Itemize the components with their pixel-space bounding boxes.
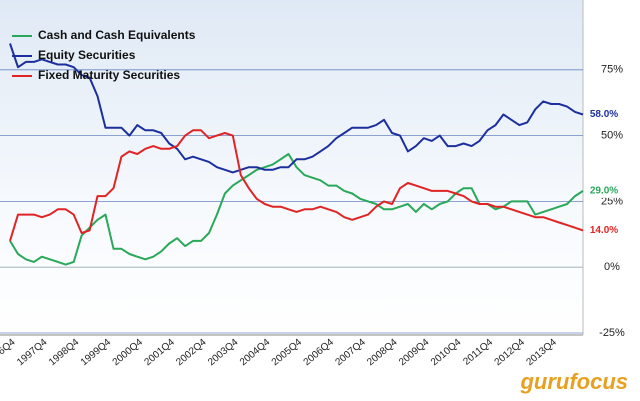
x-tick-label: 2000Q4 [111, 337, 146, 369]
x-tick-label: 2006Q4 [302, 337, 337, 369]
series-line [9, 129, 584, 242]
x-tick-label: 2007Q4 [333, 337, 368, 369]
x-tick-label: 2013Q4 [524, 337, 559, 369]
legend-label: Equity Securities [38, 48, 136, 62]
x-tick-label: 2001Q4 [142, 337, 177, 369]
y-tick-label: 75% [601, 64, 623, 76]
x-tick-label: 2003Q4 [206, 337, 241, 369]
y-tick-label: 50% [601, 130, 623, 142]
legend-label: Fixed Maturity Securities [38, 68, 180, 82]
x-tick-label: 1998Q4 [47, 337, 82, 369]
x-tick-label: 2005Q4 [270, 337, 305, 369]
series-line [9, 43, 584, 174]
value-label: 29.0% [590, 186, 618, 197]
y-tick-label: -25% [599, 327, 625, 339]
x-tick-label: 2012Q4 [493, 337, 528, 369]
value-label-box [587, 183, 621, 198]
x-tick-label: 1999Q4 [79, 337, 114, 369]
x-tick-label: 1996Q4 [0, 337, 18, 369]
y-tick-label: 0% [604, 261, 620, 273]
legend-label: Cash and Cash Equivalents [38, 28, 196, 42]
x-tick-label: 2010Q4 [429, 337, 464, 369]
plot-background [0, 0, 583, 335]
x-tick-label: 2009Q4 [397, 337, 432, 369]
x-tick-label: 2002Q4 [174, 337, 209, 369]
watermark: gurufocus [519, 369, 628, 394]
value-label-box [587, 107, 621, 122]
x-tick-label: 1997Q4 [15, 337, 50, 369]
value-label: 58.0% [590, 109, 618, 120]
x-tick-label: 2004Q4 [238, 337, 273, 369]
value-label: 14.0% [590, 225, 618, 236]
value-label-box [587, 223, 621, 238]
x-tick-label: 2008Q4 [365, 337, 400, 369]
x-tick-label: 2011Q4 [461, 337, 495, 368]
y-tick-label: 25% [601, 195, 623, 207]
